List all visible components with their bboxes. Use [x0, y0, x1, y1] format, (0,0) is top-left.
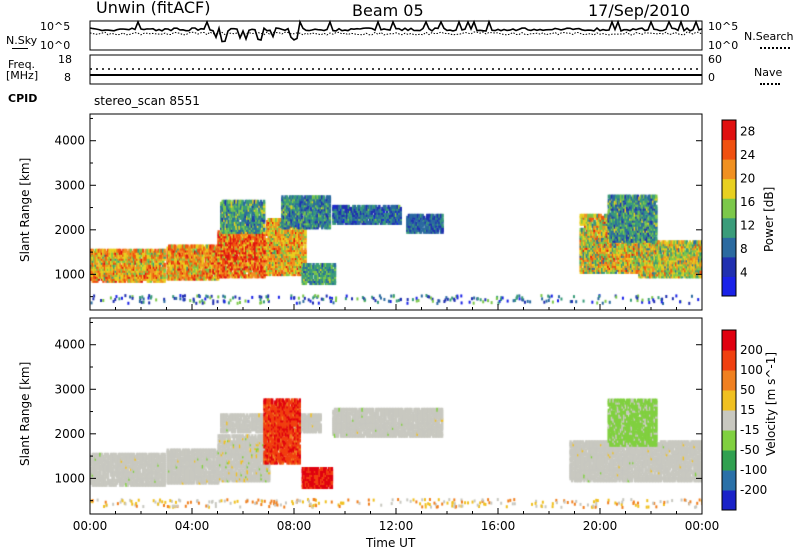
nave-tick-bottom: 0: [708, 71, 715, 84]
colorbar-tick-label: 28: [740, 125, 755, 139]
nsearch-label: N.Search: [744, 30, 794, 43]
x-tick-label: 08:00: [277, 519, 312, 533]
colorbar-tick-label: 8: [740, 242, 748, 256]
freq-tick-bottom: 8: [64, 71, 71, 84]
nave-legend-line: [760, 83, 780, 85]
nsky-label: N.Sky: [6, 34, 38, 47]
nave-label: Nave: [754, 66, 783, 79]
colorbar-frame: [721, 329, 737, 511]
colorbar-segment: [722, 410, 736, 431]
y-tick-label: 4000: [54, 338, 85, 352]
colorbar-segment: [722, 237, 736, 258]
cpid-mode: stereo_scan 8551: [94, 94, 200, 108]
y-tick-label: 4000: [54, 134, 85, 148]
x-tick-label: 16:00: [481, 519, 516, 533]
x-tick-label: 00:00: [685, 519, 720, 533]
colorbar-segment: [722, 198, 736, 219]
colorbar-segment: [722, 430, 736, 451]
colorbar-tick-label: 16: [740, 195, 755, 209]
colorbar-tick-label: -15: [740, 423, 760, 437]
nsky-frame: [89, 20, 703, 51]
nsky-tick-bottom: 10^0: [40, 39, 71, 52]
colorbar-segment: [722, 370, 736, 391]
y-tick-label: 1000: [54, 471, 85, 485]
y-tick-label: 2000: [54, 223, 85, 237]
nsearch-tick-top: 10^5: [708, 20, 739, 33]
y-tick-label: 2000: [54, 427, 85, 441]
colorbar-segment: [722, 470, 736, 491]
cpid-label: CPID: [8, 92, 38, 105]
beam-title: Beam 05: [352, 1, 424, 20]
radar-title: Unwin (fitACF): [96, 0, 211, 17]
velocity-heatmap: [90, 318, 702, 514]
x-tick-label: 12:00: [379, 519, 414, 533]
nave-tick-top: 60: [708, 53, 722, 66]
freq-label: Freq.: [8, 58, 36, 71]
nsearch-legend-line: [760, 47, 790, 49]
y-tick-label: 3000: [54, 178, 85, 192]
colorbar-tick-label: 24: [740, 148, 755, 162]
nsearch-line: [89, 31, 703, 36]
colorbar-tick-label: -100: [740, 463, 767, 477]
colorbar-tick-label: -200: [740, 483, 767, 497]
colorbar-tick-label: 100: [740, 363, 763, 377]
velocity-colorbar-label: Velocity [m s^-1]: [764, 351, 778, 456]
freq-unit-label: [MHz]: [6, 69, 39, 82]
colorbar-segment: [722, 139, 736, 160]
y-tick-label: 3000: [54, 382, 85, 396]
colorbar-tick-label: 50: [740, 383, 755, 397]
colorbar-tick-label: 15: [740, 403, 755, 417]
colorbar-segment: [722, 159, 736, 180]
colorbar-frame: [721, 119, 737, 297]
colorbar-tick-label: 4: [740, 266, 748, 280]
colorbar-segment: [722, 490, 736, 511]
date-title: 17/Sep/2010: [588, 1, 691, 20]
colorbar-tick-label: 12: [740, 219, 755, 233]
nsky-legend-line: [12, 48, 28, 49]
colorbar-segment: [722, 390, 736, 411]
plot-frame: [89, 317, 703, 515]
time-axis-label: Time UT: [366, 536, 416, 550]
y-tick-label: 1000: [54, 267, 85, 281]
colorbar-segment: [722, 120, 736, 141]
colorbar-tick-label: 20: [740, 172, 755, 186]
power-heatmap: [90, 114, 702, 310]
colorbar-segment: [722, 276, 736, 297]
nsky-line: [89, 19, 703, 43]
colorbar-segment: [722, 256, 736, 277]
x-tick-label: 04:00: [175, 519, 210, 533]
colorbar-segment: [722, 350, 736, 371]
colorbar-segment: [722, 178, 736, 199]
colorbar-segment: [722, 330, 736, 351]
x-tick-label: 20:00: [583, 519, 618, 533]
velocity-ylabel: Slant Range [km]: [18, 361, 32, 466]
colorbar-tick-label: -50: [740, 443, 760, 457]
nsky-tick-top: 10^5: [40, 20, 71, 33]
x-tick-label: 00:00: [73, 519, 108, 533]
colorbar-segment: [722, 217, 736, 238]
freq-tick-top: 18: [58, 53, 72, 66]
nsearch-tick-bottom: 10^0: [708, 39, 739, 52]
colorbar-tick-label: 200: [740, 343, 763, 357]
colorbar-segment: [722, 450, 736, 471]
